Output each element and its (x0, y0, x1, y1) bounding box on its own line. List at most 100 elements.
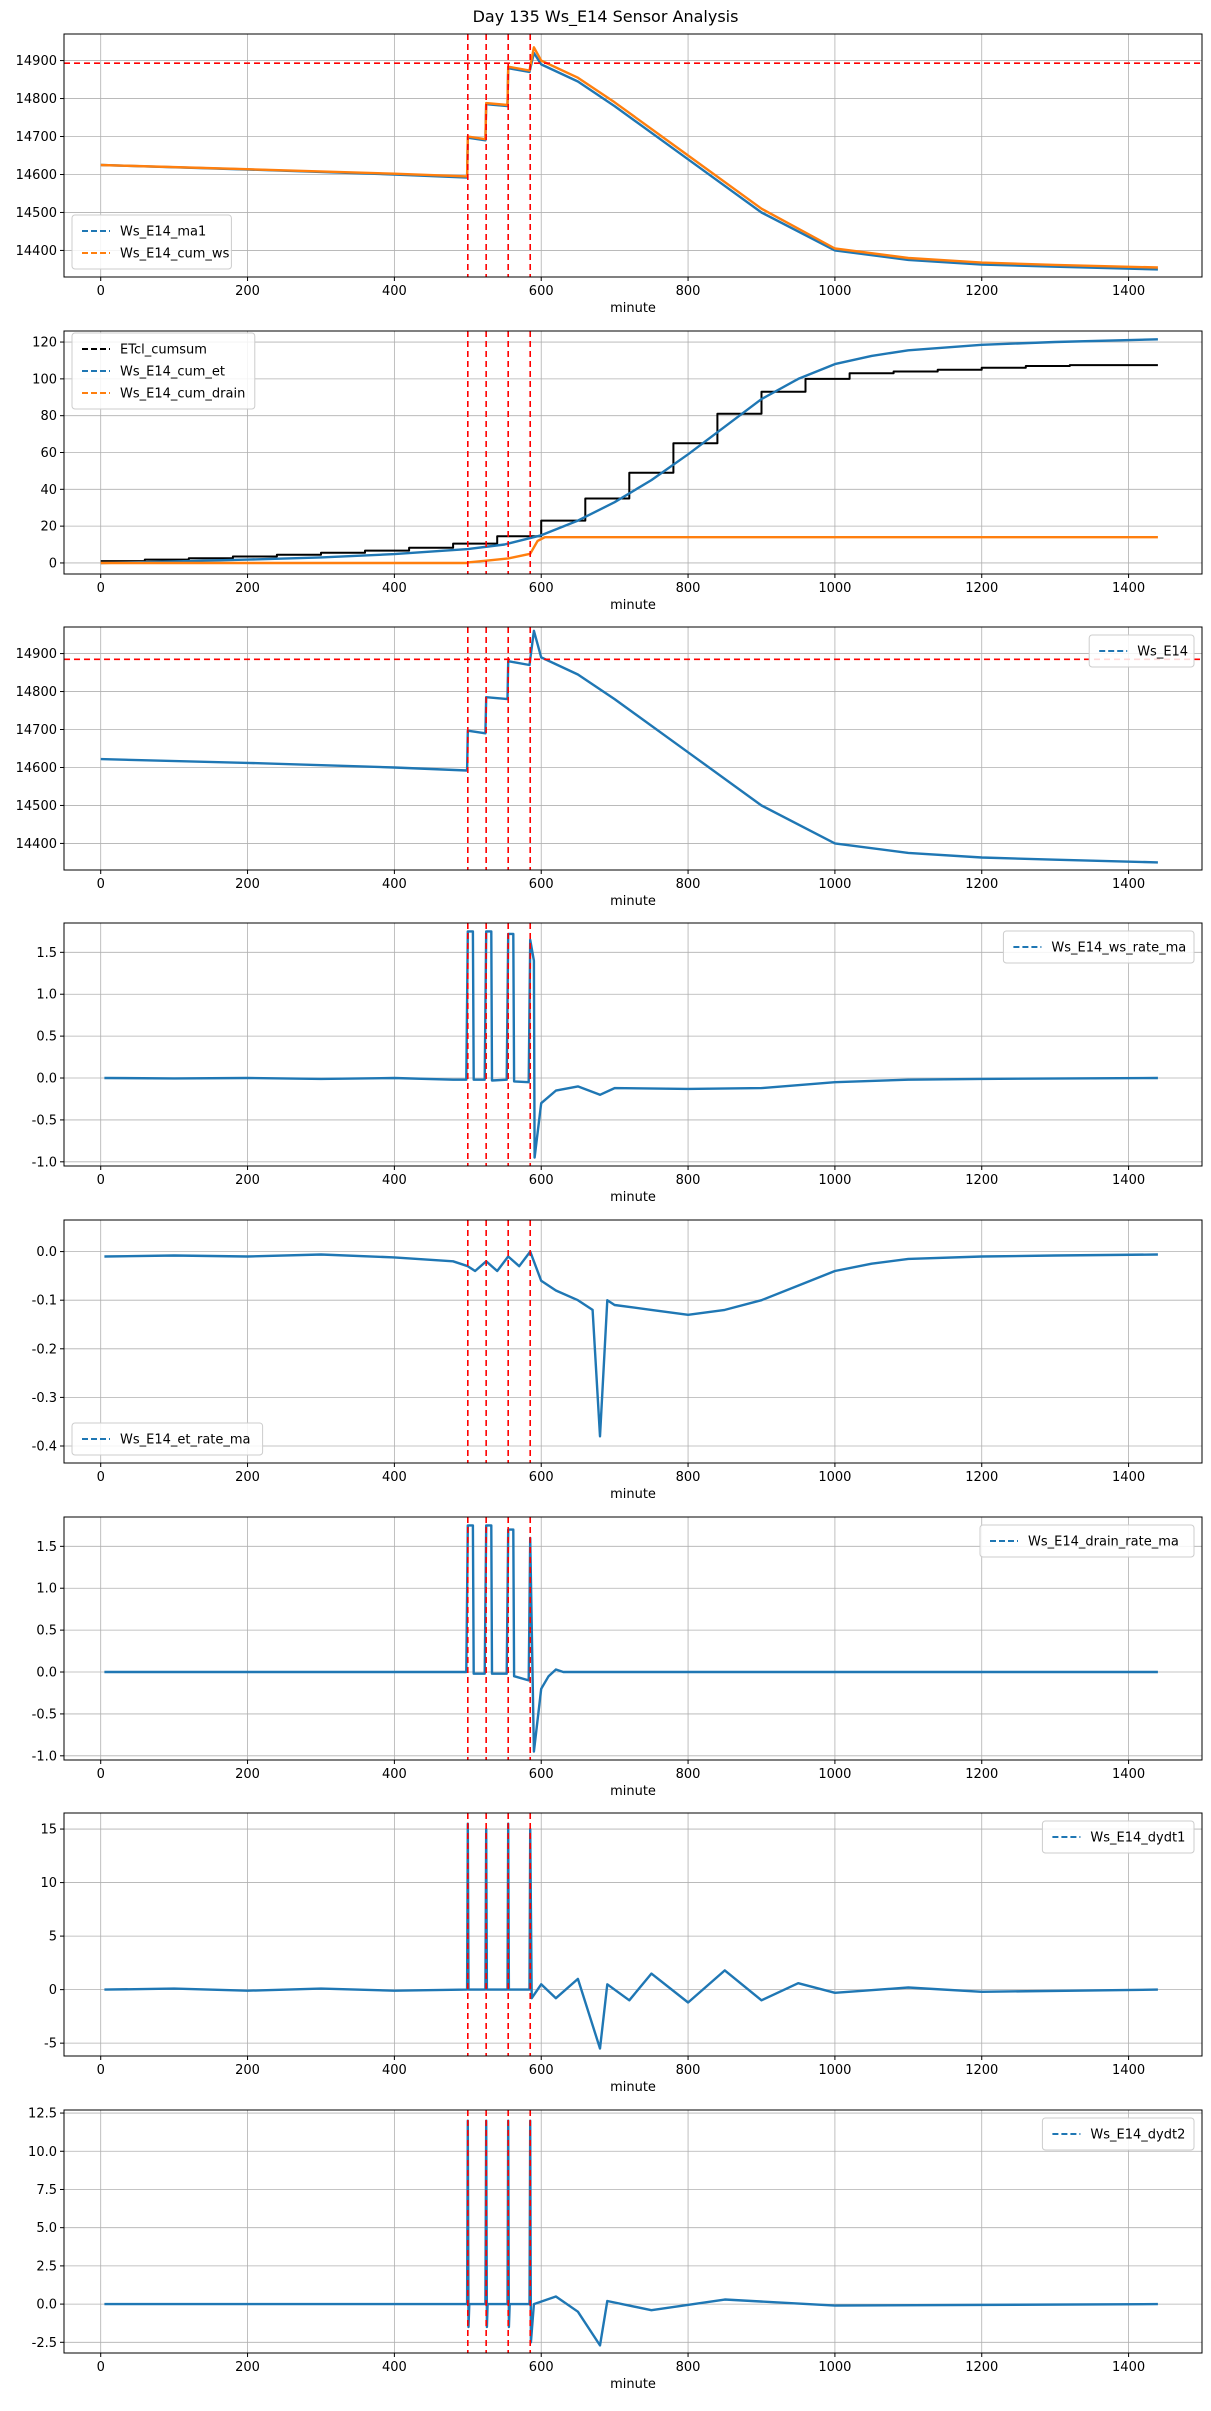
legend: Ws_E14 (1088, 634, 1195, 668)
x-tick-label: 0 (97, 581, 105, 596)
y-tick-label: 0 (49, 556, 57, 571)
x-axis-title: minute (610, 2377, 656, 2392)
y-tick-label: 14400 (16, 837, 57, 852)
y-tick-label: -1.0 (32, 1155, 57, 1170)
y-tick-label: -0.2 (32, 1342, 57, 1357)
panels: 0 200 400 600 800 1000 1200 1400144001450014600… (16, 33, 1203, 2392)
x-tick-label: 1000 (818, 581, 851, 596)
series-group (64, 34, 1202, 277)
x-tick-label: 400 (382, 1470, 407, 1485)
legend-frame (1041, 1820, 1195, 1854)
x-tick-label: 1000 (818, 2360, 851, 2375)
plot-frame (63, 922, 1203, 1167)
legend-label: ETcl_cumsum (120, 343, 207, 358)
plot-frame (63, 33, 1203, 278)
legend-label: Ws_E14_cum_et (120, 365, 225, 380)
x-tick-label: 200 (235, 877, 260, 892)
x-tick-label: 1400 (1112, 581, 1145, 596)
plot-frame (63, 626, 1203, 871)
x-tick-label: 800 (676, 1173, 701, 1188)
x-tick-label: 800 (676, 2360, 701, 2375)
x-tick-label: 0 (97, 877, 105, 892)
legend: Ws_E14_et_rate_ma (71, 1422, 264, 1456)
x-tick-label: 0 (97, 1470, 105, 1485)
x-tick-label: 600 (529, 877, 554, 892)
legend: ETcl_cumsum Ws_E14_cum_et Ws_E14_cum_drain (71, 332, 256, 410)
y-tick-label: 14700 (16, 130, 57, 145)
legend-label: Ws_E14_ws_rate_ma (1051, 941, 1186, 956)
x-tick-label: 0 (97, 2360, 105, 2375)
x-axis-title: minute (610, 1487, 656, 1502)
legend-label: Ws_E14 (1137, 645, 1188, 660)
x-tick-label: 1400 (1112, 284, 1145, 299)
x-tick-label: 200 (235, 2360, 260, 2375)
y-tick-label: -0.5 (32, 1113, 57, 1128)
legend-label: Ws_E14_ma1 (120, 225, 206, 240)
x-tick-label: 1400 (1112, 1173, 1145, 1188)
x-tick-label: 400 (382, 1767, 407, 1782)
y-tick-label: 120 (32, 336, 57, 351)
x-axis-title: minute (610, 1784, 656, 1799)
chart-panel-3: 0 200 400 600 800 1000 1200 1400 14400 14500 14600… (16, 626, 1203, 909)
plot-frame (63, 2109, 1203, 2354)
x-tick-label: 0 (97, 2063, 105, 2078)
x-tick-label: 1400 (1112, 1470, 1145, 1485)
legend: Ws_E14_drain_rate_ma (979, 1524, 1195, 1558)
legend-frame (1041, 2117, 1195, 2151)
legend: Ws_E14_dydt2 (1041, 2117, 1195, 2151)
x-tick-label: 1000 (818, 284, 851, 299)
y-tick-label: 20 (40, 520, 57, 535)
x-tick-label: 1200 (965, 581, 998, 596)
x-axis-title: minute (610, 598, 656, 613)
y-tick-label: 40 (40, 483, 57, 498)
x-axis-title: minute (610, 301, 656, 316)
y-tick-label: -0.4 (32, 1439, 57, 1454)
legend: Ws_E14_dydt1 (1041, 1820, 1195, 1854)
y-tick-label: 10.0 (28, 2145, 57, 2160)
x-tick-label: 0 (97, 1767, 105, 1782)
series-line-Ws_E14_ws_rate_ma (104, 930, 1158, 1159)
legend: Ws_E14_ma1 Ws_E14_cum_ws (71, 214, 232, 270)
y-tick-label: 14800 (16, 685, 57, 700)
y-tick-label: 5.0 (36, 2221, 57, 2236)
y-tick-label: 80 (40, 409, 57, 424)
legend: Ws_E14_ws_rate_ma (1002, 930, 1195, 964)
x-tick-label: 400 (382, 2063, 407, 2078)
x-tick-label: 1400 (1112, 877, 1145, 892)
y-tick-label: 1.5 (36, 946, 57, 961)
x-tick-label: 800 (676, 284, 701, 299)
x-tick-label: 1000 (818, 2063, 851, 2078)
x-tick-label: 200 (235, 1173, 260, 1188)
x-tick-label: 200 (235, 2063, 260, 2078)
x-tick-label: 1200 (965, 284, 998, 299)
x-tick-label: 600 (529, 2063, 554, 2078)
legend-label: Ws_E14_cum_ws (120, 247, 230, 262)
y-tick-label: 14400 (16, 244, 57, 259)
chart-panel-4: 0 200 400 600 800 1000 1200 1400 -1.0 -0.5 0.0 0.5 1… (32, 922, 1203, 1205)
x-tick-label: 1000 (818, 1470, 851, 1485)
series-group (104, 1517, 1158, 1760)
x-tick-label: 200 (235, 581, 260, 596)
y-tick-label: 14600 (16, 168, 57, 183)
y-tick-label: 0.0 (36, 2298, 57, 2313)
legend-frame (1002, 930, 1195, 964)
x-tick-label: 1200 (965, 1767, 998, 1782)
y-tick-label: 14600 (16, 761, 57, 776)
y-tick-label: 2.5 (36, 2259, 57, 2274)
series-line-ETcl_cumsum (100, 364, 1158, 563)
x-tick-label: 800 (676, 581, 701, 596)
x-tick-label: 600 (529, 581, 554, 596)
y-tick-label: 0.5 (36, 1030, 57, 1045)
x-tick-label: 1200 (965, 877, 998, 892)
chart-panel-2: 0 200 400 600 800 1000 1200 1400 0 20 40 60 80 100 120… (32, 330, 1203, 613)
x-tick-label: 600 (529, 284, 554, 299)
y-tick-label: 1.0 (36, 988, 57, 1003)
x-tick-label: 400 (382, 2360, 407, 2375)
x-tick-label: 1200 (965, 1470, 998, 1485)
y-tick-label: 14500 (16, 799, 57, 814)
y-tick-label: 14900 (16, 54, 57, 69)
x-tick-label: 800 (676, 877, 701, 892)
chart-panel-5: 0 200 400 600 800 1000 1200 1400 -0.4 -0.3 -0.2 -0.… (32, 1219, 1203, 1502)
x-axis-title: minute (610, 894, 656, 909)
series-group (64, 627, 1202, 870)
